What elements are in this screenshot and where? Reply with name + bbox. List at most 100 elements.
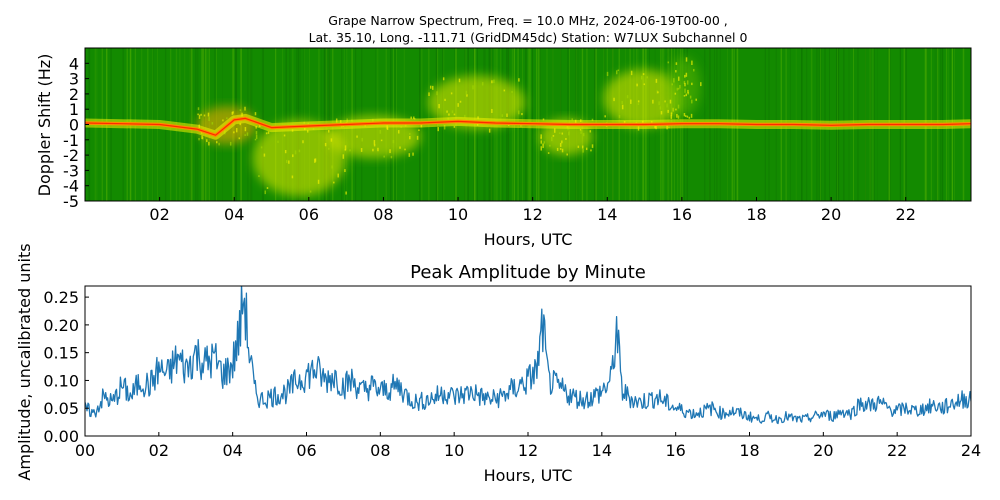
spectrogram-speckle — [561, 132, 564, 135]
spectrogram-speckle — [472, 85, 474, 90]
spectrogram-speckle — [244, 106, 246, 111]
spectrogram-speckle — [211, 122, 214, 125]
figure-title-line1: Grape Narrow Spectrum, Freq. = 10.0 MHz,… — [328, 13, 727, 28]
spectrogram-speckle — [677, 87, 680, 90]
spectrogram-speckle — [337, 173, 339, 178]
spectrogram-speckle — [674, 92, 677, 95]
spectrogram-y-tick-label: -2 — [63, 146, 79, 165]
spectrogram-speckle — [383, 155, 385, 158]
spectrogram-speckle — [553, 128, 556, 133]
spectrogram-speckle — [412, 152, 414, 156]
spectrogram-speckle — [409, 136, 411, 140]
spectrogram-speckle — [442, 77, 445, 81]
spectrogram-y-tick-label: -1 — [63, 131, 79, 150]
spectrogram-speckle — [582, 133, 585, 137]
spectrogram-spread-region — [252, 119, 347, 197]
spectrogram-speckle — [646, 76, 649, 79]
spectrogram-speckle — [637, 103, 640, 105]
amplitude-x-tick-label: 02 — [149, 441, 169, 460]
spectrogram-speckle — [298, 149, 301, 153]
spectrogram-speckle — [571, 118, 573, 121]
spectrogram-speckle — [640, 75, 643, 80]
spectrogram-speckle — [392, 139, 395, 144]
spectrogram-speckle — [559, 148, 562, 150]
spectrogram-speckle — [465, 90, 468, 95]
spectrogram-speckle — [222, 119, 224, 122]
carrier-core — [85, 117, 971, 136]
spectrogram-speckle — [344, 149, 347, 151]
spectrogram-speckle — [488, 128, 491, 133]
spectrogram-x-tick-label: 06 — [299, 205, 319, 224]
spectrogram-speckle — [344, 169, 346, 173]
spectrogram-speckle — [667, 109, 669, 113]
spectrogram-speckle — [314, 158, 317, 162]
spectrogram-speckle — [459, 100, 462, 103]
amplitude-y-ticks: 0.00 0.05 0.10 0.15 0.20 0.25 — [43, 288, 89, 446]
spectrogram-speckle — [215, 141, 218, 144]
spectrogram-speckle — [260, 146, 263, 149]
spectrogram-speckle — [540, 140, 542, 144]
spectrogram-speckle — [613, 97, 615, 102]
spectrogram-speckle — [284, 150, 287, 154]
amplitude-x-tick-label: 16 — [665, 441, 685, 460]
spectrogram-speckle — [561, 148, 564, 153]
spectrogram-speckle — [342, 154, 345, 159]
spectrogram-speckle — [606, 71, 609, 77]
spectrogram-spread-regions — [196, 57, 702, 197]
spectrogram-xlabel: Hours, UTC — [484, 230, 573, 249]
spectrogram-speckle — [700, 82, 702, 87]
spectrogram-speckle — [356, 135, 358, 138]
spectrogram-x-ticks: 02 04 06 08 10 12 14 16 18 20 22 — [149, 197, 916, 224]
spectrogram-speckle — [244, 134, 246, 136]
spectrogram-speckle — [630, 99, 632, 104]
spectrogram-speckle — [565, 138, 567, 140]
spectrogram-speckle — [540, 146, 542, 151]
spectrogram-speckle — [642, 73, 645, 76]
spectrogram-speckle — [579, 128, 582, 131]
spectrogram-speckle — [687, 89, 689, 94]
amplitude-x-tick-label: 14 — [592, 441, 612, 460]
spectrogram-spread-region — [428, 75, 526, 130]
spectrogram-speckle — [518, 78, 520, 82]
spectrogram-speckle — [267, 131, 270, 134]
spectrogram-speckle — [666, 103, 668, 108]
amplitude-panel: Peak Amplitude by Minute 00 02 04 06 08 10 12 1… — [15, 243, 981, 485]
spectrogram-speckle — [664, 100, 666, 103]
spectrogram-speckle — [568, 131, 570, 136]
spectrogram-speckle — [231, 111, 234, 115]
spectrogram-speckle — [254, 138, 257, 141]
spectrogram-speckle — [283, 134, 286, 137]
spectrogram-speckle — [684, 82, 686, 87]
spectrogram-speckle — [235, 128, 238, 133]
spectrogram-speckle — [453, 125, 456, 128]
spectrogram-speckle — [331, 165, 333, 169]
spectrogram-speckle — [206, 139, 208, 143]
spectrogram-speckle — [501, 114, 504, 117]
spectrogram-speckle — [689, 95, 692, 99]
spectrogram-speckle — [671, 83, 674, 86]
spectrogram-speckle — [239, 109, 242, 111]
spectrogram-speckle — [450, 92, 453, 95]
spectrogram-speckle — [511, 91, 513, 93]
spectrogram-speckle — [690, 113, 693, 118]
spectrogram-speckle — [591, 118, 594, 121]
spectrogram-speckle — [677, 115, 680, 119]
spectrogram-speckle — [399, 146, 401, 149]
spectrogram-speckle — [380, 139, 383, 142]
spectrogram-speckle — [669, 99, 672, 104]
spectrogram-speckle — [443, 125, 446, 130]
amplitude-x-ticks: 00 02 04 06 08 10 12 14 16 18 20 22 24 — [75, 432, 981, 460]
spectrogram-speckle — [466, 94, 468, 97]
spectrogram-x-tick-label: 20 — [821, 205, 841, 224]
spectrogram-speckle — [309, 190, 312, 193]
spectrogram-speckle — [590, 149, 592, 152]
amplitude-x-tick-label: 04 — [222, 441, 242, 460]
amplitude-y-tick-label: 0.20 — [43, 316, 79, 335]
spectrogram-y-tick-label: 1 — [69, 100, 79, 119]
spectrogram-speckle — [428, 92, 430, 97]
spectrogram-speckle — [379, 130, 382, 134]
spectrogram-speckle — [679, 84, 681, 89]
spectrogram-speckle — [691, 60, 693, 65]
spectrogram-speckle — [549, 144, 551, 147]
spectrogram-spread-region — [666, 57, 701, 117]
